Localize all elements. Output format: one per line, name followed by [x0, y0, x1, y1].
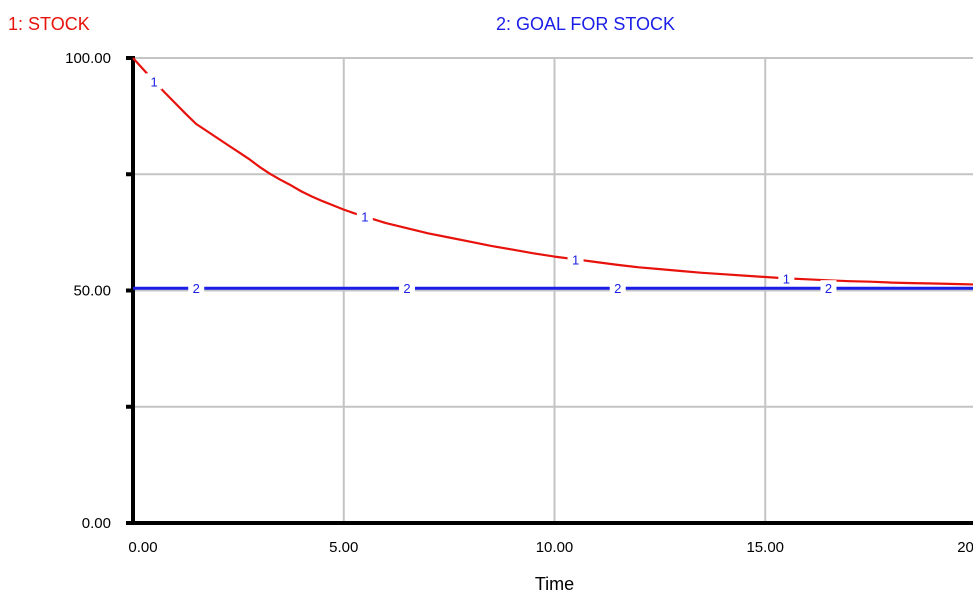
x-tick-label: 20.00 — [957, 539, 973, 556]
series-marker-bg — [567, 251, 584, 268]
series-marker-2: 2 — [825, 281, 832, 296]
legend-series-1: 1: STOCK — [8, 14, 90, 34]
y-tick-label: 0.00 — [82, 515, 111, 532]
x-tick-label: 15.00 — [746, 539, 784, 556]
series-marker-1: 1 — [783, 271, 790, 286]
series-line-1 — [132, 57, 973, 286]
series-marker-2: 2 — [403, 281, 410, 296]
series-marker-bg — [398, 280, 415, 297]
x-tick-label: 10.00 — [536, 539, 574, 556]
x-tick-label: 5.00 — [329, 539, 358, 556]
series-marker-2: 2 — [193, 281, 200, 296]
series-marker-bg — [778, 270, 795, 287]
series-marker-1: 1 — [150, 74, 157, 89]
series-marker-bg — [820, 280, 837, 297]
series-marker-1: 1 — [361, 210, 368, 225]
series-marker-bg — [356, 208, 373, 225]
series-marker-2: 2 — [614, 281, 621, 296]
series-marker-1: 1 — [572, 252, 579, 267]
legend-series-2: 2: GOAL FOR STOCK — [496, 14, 675, 34]
series-marker-bg — [188, 280, 205, 297]
series-marker-bg — [609, 280, 626, 297]
x-tick-label: 0.00 — [128, 539, 157, 556]
y-tick-label: 100.00 — [65, 50, 111, 67]
y-tick-label: 50.00 — [73, 283, 111, 300]
series-marker-bg — [146, 73, 163, 90]
x-axis-title: Time — [535, 574, 574, 594]
